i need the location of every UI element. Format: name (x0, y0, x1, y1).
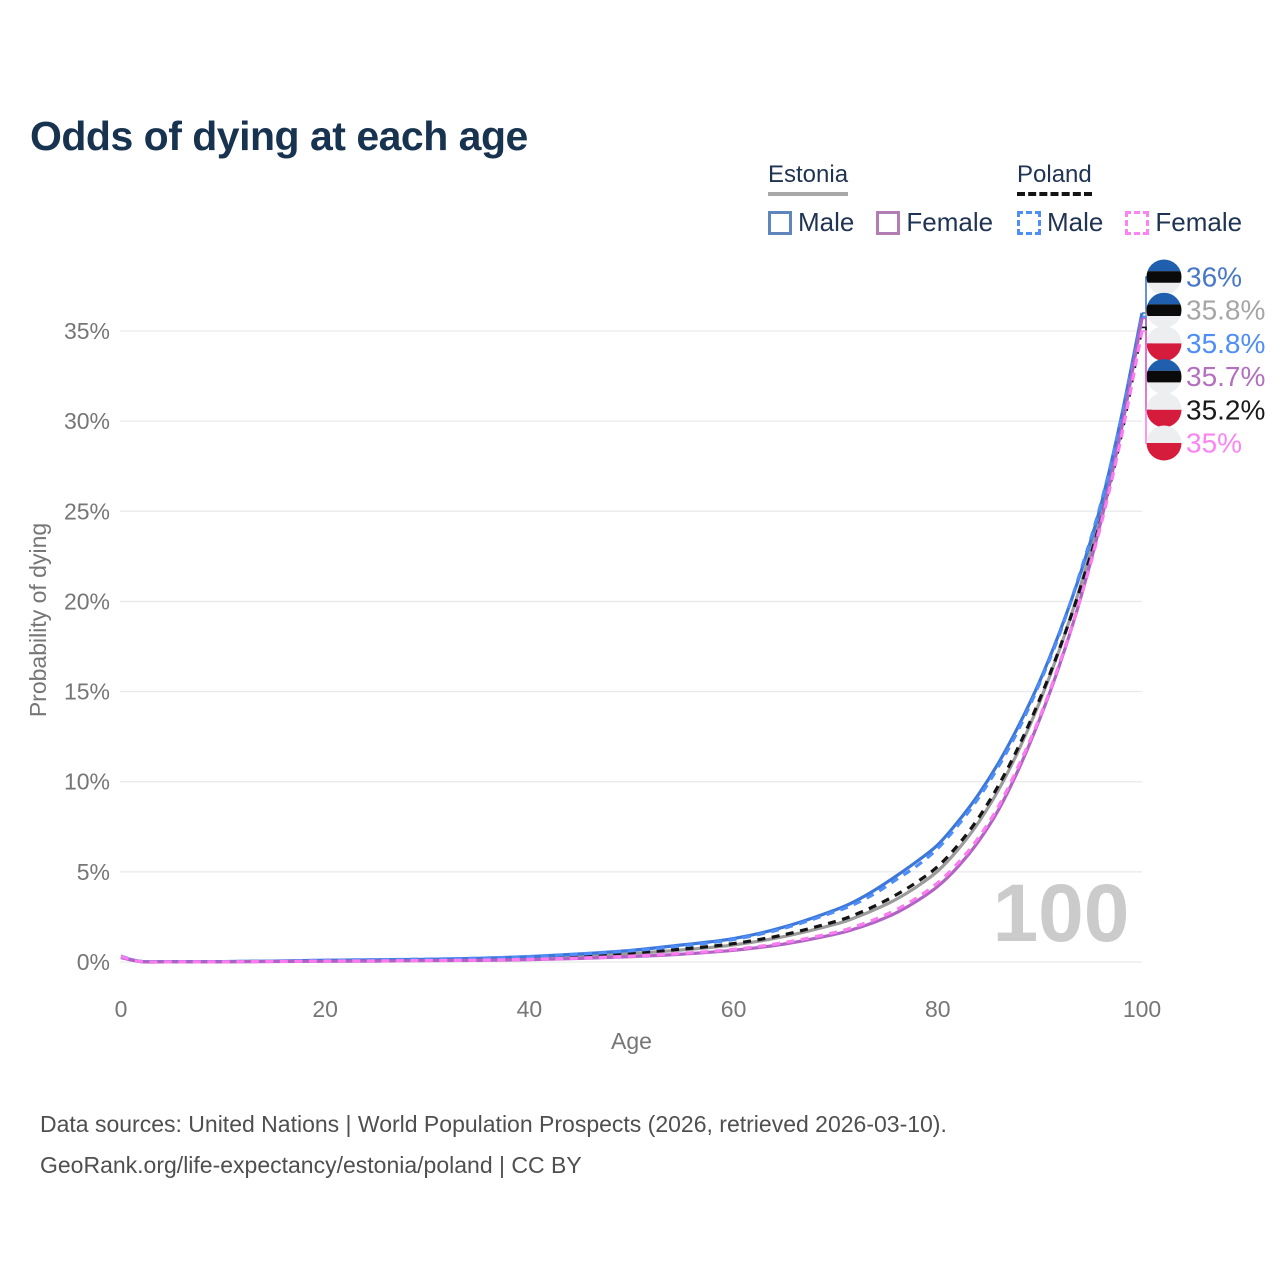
x-tick-label-0: 0 (115, 996, 128, 1022)
estonia-female-swatch (876, 210, 901, 235)
legend-item-estonia-female[interactable]: Female (876, 207, 993, 238)
poland-flag-icon (1146, 392, 1182, 428)
y-tick-label-10: 10% (64, 769, 110, 795)
y-tick-label-25: 25% (64, 498, 110, 524)
y-tick-label-0: 0% (77, 949, 110, 975)
page-title: Odds of dying at each age (30, 113, 528, 160)
legend-country-poland: Poland (1017, 161, 1092, 196)
footer-data-sources: Data sources: United Nations | World Pop… (40, 1111, 947, 1137)
plot-area[interactable] (121, 290, 1142, 962)
x-axis-title: Age (611, 1028, 652, 1054)
estonia-flag-icon (1146, 259, 1182, 295)
end-value-label-5: 35% (1186, 428, 1242, 459)
poland-flag-icon (1146, 425, 1182, 461)
estonia-male-swatch (768, 210, 792, 235)
y-tick-label-5: 5% (77, 859, 110, 885)
legend-label-estonia-female: Female (906, 207, 994, 237)
age-counter-watermark: 100 (993, 868, 1130, 959)
poland-female-swatch (1125, 210, 1150, 235)
legend-item-poland-female[interactable]: Female (1125, 207, 1242, 238)
end-value-label-2: 35.8% (1186, 328, 1265, 359)
poland-flag-icon (1146, 325, 1182, 361)
legend-item-estonia-male[interactable]: Male (768, 207, 854, 238)
y-axis-title: Probability of dying (25, 523, 51, 717)
footer: Data sources: United Nations | World Pop… (40, 1104, 947, 1186)
footer-attribution: GeoRank.org/life-expectancy/estonia/pola… (40, 1152, 582, 1178)
legend-label-poland-female: Female (1155, 207, 1243, 237)
end-value-label-4: 35.2% (1186, 394, 1265, 425)
legend-group-estonia: Estonia Male Female (768, 161, 993, 238)
x-tick-label-100: 100 (1123, 996, 1161, 1022)
poland-male-swatch (1017, 210, 1041, 235)
estonia-flag-icon (1146, 359, 1182, 395)
x-tick-label-80: 80 (925, 996, 951, 1022)
legend-group-poland: Poland Male Female (1017, 161, 1242, 238)
y-tick-label-35: 35% (64, 318, 110, 344)
legend-label-poland-male: Male (1047, 207, 1104, 237)
end-value-label-3: 35.7% (1186, 361, 1265, 392)
y-tick-label-20: 20% (64, 588, 110, 614)
legend-country-estonia: Estonia (768, 161, 849, 196)
end-value-label-1: 35.8% (1186, 295, 1265, 326)
y-tick-label-30: 30% (64, 408, 110, 434)
legend-label-estonia-male: Male (798, 207, 855, 237)
y-tick-label-15: 15% (64, 679, 110, 705)
x-tick-label-40: 40 (517, 996, 543, 1022)
legend-item-poland-male[interactable]: Male (1017, 207, 1103, 238)
end-value-label-0: 36% (1186, 262, 1242, 293)
series-line-poland-female[interactable] (120, 330, 1144, 964)
x-tick-label-60: 60 (721, 996, 747, 1022)
x-tick-label-20: 20 (312, 996, 338, 1022)
estonia-flag-icon (1146, 292, 1182, 328)
